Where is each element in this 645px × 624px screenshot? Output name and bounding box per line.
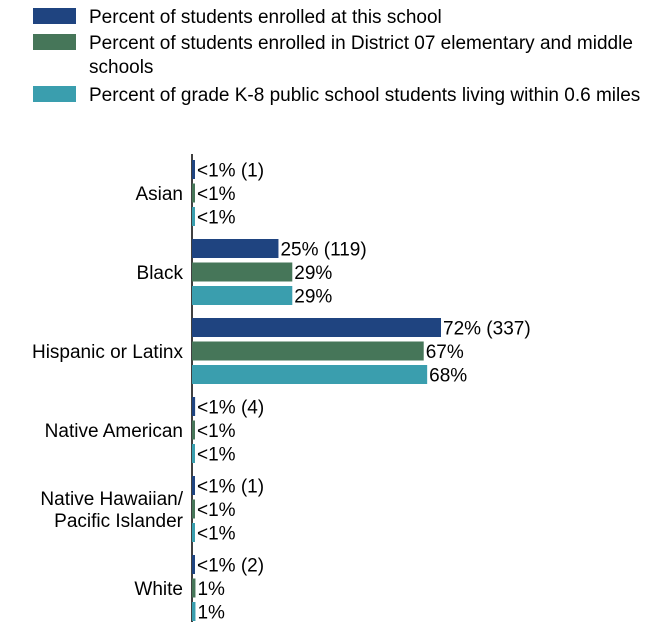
- category-label: Black: [137, 263, 184, 284]
- bar: [192, 397, 196, 416]
- data-label: <1%: [197, 421, 236, 442]
- data-label: 67%: [426, 342, 464, 363]
- data-label: 68%: [429, 366, 467, 387]
- bar: [192, 341, 424, 361]
- legend-swatch: [33, 34, 76, 50]
- bar: [192, 286, 293, 305]
- data-label: <1%: [197, 184, 236, 205]
- category-label: Native Hawaiian/: [40, 489, 183, 510]
- bar: [192, 444, 195, 463]
- bar: [192, 499, 195, 519]
- bar: [192, 476, 195, 495]
- data-label: <1%: [197, 208, 236, 229]
- data-label: 25% (119): [280, 240, 366, 261]
- category-label: White: [134, 579, 183, 600]
- category-label: Asian: [135, 184, 183, 205]
- data-label: 72% (337): [443, 319, 531, 340]
- bar: [192, 420, 195, 440]
- data-label: 1%: [197, 579, 225, 600]
- bar: [192, 239, 279, 258]
- legend-swatch: [33, 8, 76, 24]
- category-label: Hispanic or Latinx: [32, 342, 184, 363]
- bar: [192, 207, 195, 226]
- bar: [192, 523, 195, 542]
- category-label: Native American: [45, 421, 183, 442]
- bar: [192, 555, 195, 574]
- legend-swatch: [33, 86, 76, 102]
- bar: [192, 578, 196, 598]
- data-label: <1%: [197, 500, 236, 521]
- category-label: Pacific Islander: [54, 511, 184, 532]
- data-label: <1% (1): [197, 161, 264, 182]
- data-label: <1% (2): [197, 556, 264, 577]
- data-label: <1%: [197, 524, 236, 545]
- bar: [192, 602, 196, 621]
- legend-label: Percent of grade K-8 public school stude…: [89, 85, 641, 106]
- data-label: 29%: [294, 263, 332, 284]
- data-label: 1%: [197, 603, 225, 624]
- data-label: <1%: [197, 445, 236, 466]
- legend-label: Percent of students enrolled in District…: [89, 33, 633, 78]
- bar: [192, 160, 195, 179]
- data-label: <1% (4): [197, 398, 264, 419]
- data-label: <1% (1): [197, 477, 264, 498]
- bar: [192, 318, 441, 337]
- bar: [192, 365, 428, 384]
- bar: [192, 262, 293, 282]
- data-label: 29%: [294, 287, 332, 308]
- legend-label: Percent of students enrolled at this sch…: [89, 7, 442, 28]
- bar: [192, 183, 195, 203]
